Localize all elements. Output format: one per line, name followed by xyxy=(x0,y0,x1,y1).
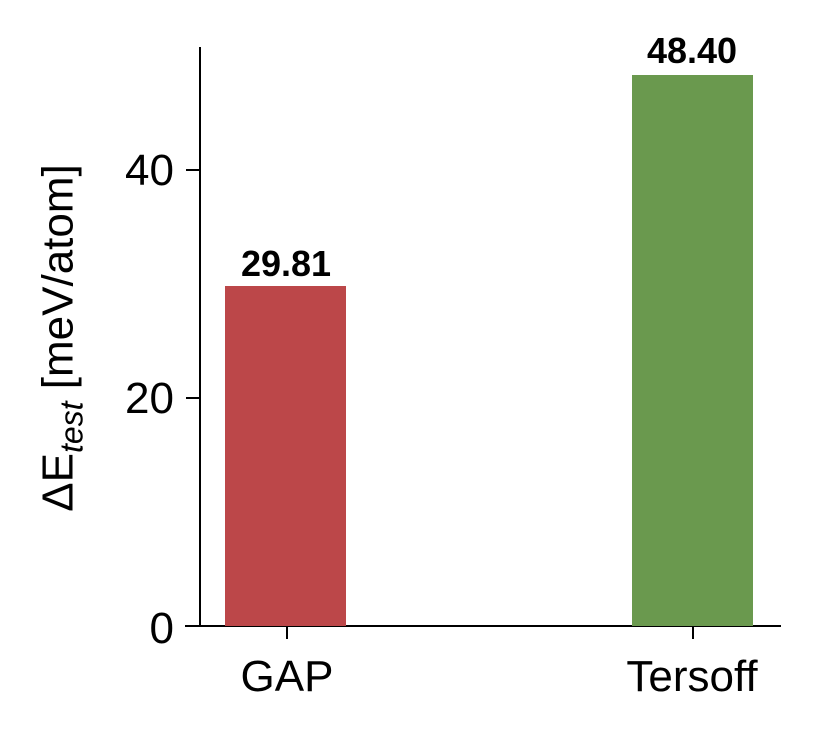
y-tick-0 xyxy=(186,625,200,627)
y-axis-line xyxy=(199,47,201,627)
x-tick-gap xyxy=(286,626,288,639)
y-axis-title-subscript: test xyxy=(53,401,90,454)
bar-gap xyxy=(225,286,346,626)
y-tick-40 xyxy=(186,169,200,171)
y-axis-title-unit: [meV/atom] xyxy=(33,164,83,402)
x-axis-line xyxy=(185,625,781,627)
bar-value-label-tersoff: 48.40 xyxy=(646,30,738,71)
x-tick-tersoff xyxy=(692,626,694,639)
bar-value-label-gap: 29.81 xyxy=(240,243,332,284)
y-tick-20 xyxy=(186,397,200,399)
bar-tersoff xyxy=(632,75,753,626)
y-axis-title-main: ΔE xyxy=(33,453,83,512)
y-tick-label-20: 20 xyxy=(125,374,174,423)
y-tick-label-0: 0 xyxy=(149,604,174,653)
x-tick-label-gap: GAP xyxy=(240,652,334,701)
y-tick-label-40: 40 xyxy=(125,146,174,195)
x-tick-label-tersoff: Tersoff xyxy=(626,652,758,701)
y-axis-title: ΔEtest [meV/atom] xyxy=(33,164,90,512)
